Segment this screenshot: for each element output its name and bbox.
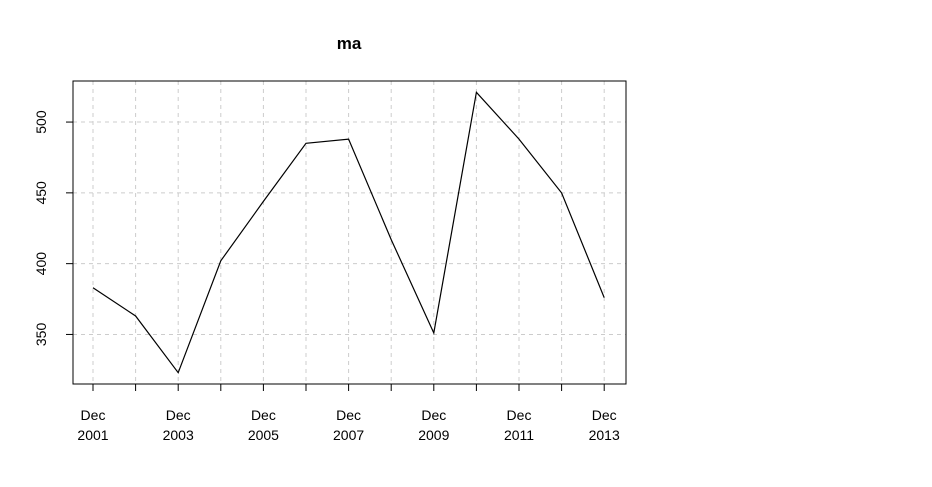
chart-title: ma <box>337 34 362 53</box>
x-tick-label-year: 2005 <box>248 427 279 443</box>
x-tick-label-year: 2009 <box>418 427 449 443</box>
grid-lines <box>73 81 626 384</box>
y-tick-label: 500 <box>33 110 49 134</box>
plot-frame <box>72 80 627 385</box>
y-tick-label: 450 <box>33 181 49 205</box>
x-tick-label-month: Dec <box>507 407 532 423</box>
y-tick-label: 400 <box>33 252 49 276</box>
x-tick-label-month: Dec <box>336 407 361 423</box>
y-tick-label: 350 <box>33 323 49 347</box>
x-tick-label-year: 2001 <box>77 427 108 443</box>
x-tick-label-year: 2013 <box>589 427 620 443</box>
x-tick-label-year: 2011 <box>504 427 534 443</box>
axes: 350 400 450 500 Dec 2001 Dec 2003 Dec 2005 Dec 2007… <box>33 110 620 443</box>
x-tick-label-year: 2003 <box>163 427 194 443</box>
series-line <box>92 90 605 374</box>
x-tick-label-month: Dec <box>421 407 446 423</box>
series <box>92 90 605 374</box>
x-tick-label-month: Dec <box>251 407 276 423</box>
x-tick-label-month: Dec <box>81 407 106 423</box>
x-tick-label-month: Dec <box>592 407 617 423</box>
x-tick-label-month: Dec <box>166 407 191 423</box>
x-tick-label-year: 2007 <box>333 427 364 443</box>
